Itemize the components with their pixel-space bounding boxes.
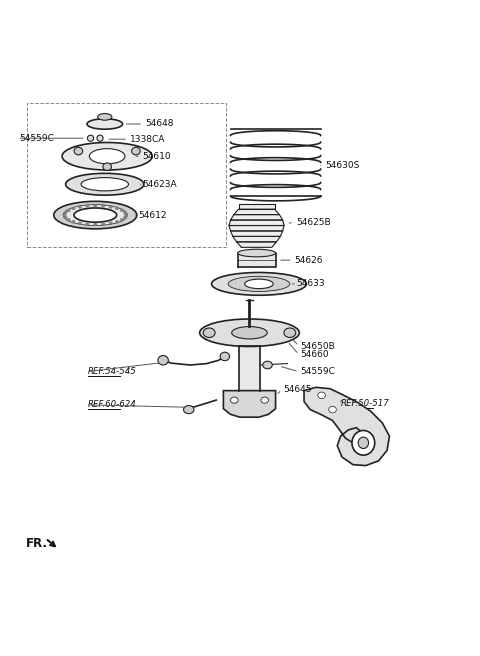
Text: 54559C: 54559C	[19, 134, 54, 143]
Polygon shape	[223, 390, 276, 417]
Text: REF.60-624: REF.60-624	[88, 400, 137, 409]
Ellipse shape	[116, 207, 119, 210]
Polygon shape	[304, 387, 389, 466]
Polygon shape	[229, 220, 284, 226]
Ellipse shape	[72, 220, 75, 223]
Ellipse shape	[232, 327, 267, 339]
Polygon shape	[238, 253, 276, 267]
Ellipse shape	[64, 211, 67, 214]
Text: 54633: 54633	[296, 279, 324, 289]
Ellipse shape	[72, 207, 75, 210]
Text: 54626: 54626	[295, 256, 323, 264]
Text: 54610: 54610	[143, 152, 171, 161]
Ellipse shape	[74, 147, 83, 155]
Ellipse shape	[78, 222, 82, 225]
Text: 54645: 54645	[284, 385, 312, 394]
Polygon shape	[237, 242, 276, 247]
Polygon shape	[234, 209, 279, 215]
Ellipse shape	[87, 119, 122, 129]
Text: REF.54-545: REF.54-545	[88, 367, 137, 376]
Ellipse shape	[102, 223, 105, 226]
Ellipse shape	[228, 276, 290, 291]
Ellipse shape	[89, 149, 125, 164]
Text: 54630S: 54630S	[325, 161, 360, 170]
Ellipse shape	[116, 220, 119, 223]
Text: 1338CA: 1338CA	[130, 134, 165, 144]
Ellipse shape	[97, 135, 103, 141]
Ellipse shape	[97, 113, 112, 120]
Ellipse shape	[67, 218, 70, 221]
Ellipse shape	[63, 214, 66, 216]
Polygon shape	[239, 204, 275, 209]
Text: 54625B: 54625B	[296, 218, 331, 227]
Text: 54650B: 54650B	[301, 342, 336, 350]
Ellipse shape	[123, 211, 127, 214]
Ellipse shape	[132, 147, 140, 155]
Text: 54648: 54648	[145, 119, 174, 129]
Ellipse shape	[318, 392, 325, 399]
Ellipse shape	[102, 205, 105, 207]
Ellipse shape	[94, 223, 97, 226]
Ellipse shape	[85, 223, 89, 226]
Text: 54559C: 54559C	[301, 367, 336, 376]
Ellipse shape	[203, 328, 215, 337]
Ellipse shape	[120, 218, 124, 221]
Text: FR.: FR.	[25, 537, 48, 550]
Ellipse shape	[220, 352, 229, 361]
Polygon shape	[230, 231, 283, 236]
Polygon shape	[233, 236, 280, 242]
Ellipse shape	[329, 406, 336, 413]
Ellipse shape	[74, 208, 117, 222]
Ellipse shape	[81, 178, 129, 191]
Ellipse shape	[103, 163, 111, 171]
Ellipse shape	[64, 216, 67, 219]
Ellipse shape	[120, 209, 124, 212]
Ellipse shape	[263, 361, 272, 369]
Ellipse shape	[238, 249, 276, 257]
Ellipse shape	[67, 209, 70, 212]
Ellipse shape	[123, 216, 127, 219]
Text: 54612: 54612	[138, 211, 167, 220]
Ellipse shape	[109, 222, 112, 225]
Text: 54623A: 54623A	[143, 180, 178, 189]
Ellipse shape	[94, 204, 97, 207]
Ellipse shape	[63, 205, 127, 226]
Polygon shape	[239, 346, 260, 390]
Ellipse shape	[54, 201, 137, 229]
Ellipse shape	[78, 205, 82, 209]
Text: REF.50-517: REF.50-517	[341, 400, 389, 409]
Ellipse shape	[158, 356, 168, 365]
Polygon shape	[229, 226, 284, 231]
Ellipse shape	[109, 205, 112, 209]
Ellipse shape	[261, 397, 268, 403]
Ellipse shape	[62, 142, 152, 170]
Ellipse shape	[358, 437, 369, 449]
Ellipse shape	[85, 205, 89, 207]
Ellipse shape	[352, 430, 375, 455]
Ellipse shape	[230, 397, 238, 403]
Text: 54660: 54660	[301, 350, 329, 359]
Ellipse shape	[284, 328, 296, 337]
Polygon shape	[230, 215, 283, 220]
Ellipse shape	[200, 319, 300, 346]
Ellipse shape	[66, 173, 144, 195]
Ellipse shape	[212, 272, 306, 295]
Ellipse shape	[245, 279, 273, 289]
Ellipse shape	[124, 214, 128, 216]
Ellipse shape	[183, 405, 194, 414]
Ellipse shape	[87, 135, 94, 141]
